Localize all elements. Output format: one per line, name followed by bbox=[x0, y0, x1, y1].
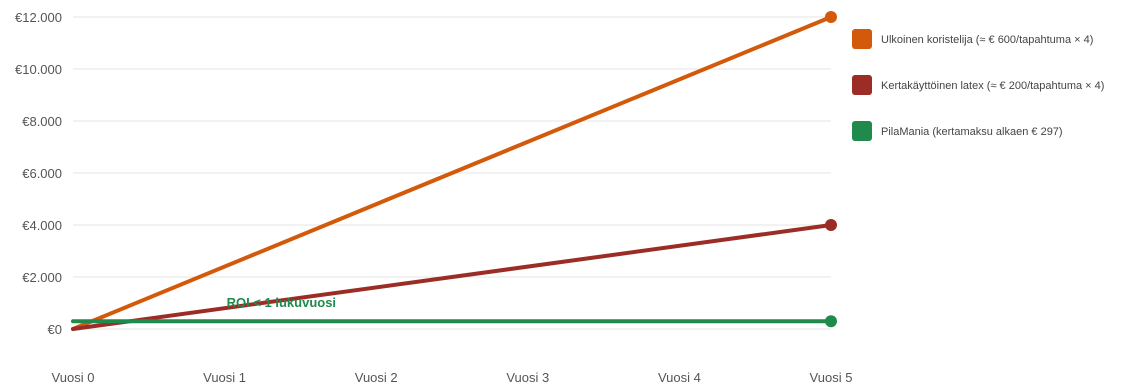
x-axis: Vuosi 0 Vuosi 1 Vuosi 2 Vuosi 3 Vuosi 4 Vuosi… bbox=[52, 370, 853, 385]
y-tick-label: €6.000 bbox=[22, 166, 62, 181]
series-point-0 bbox=[825, 11, 837, 23]
series-point-2 bbox=[825, 315, 837, 328]
annotation-layer: ROI < 1 lukuvuosi bbox=[227, 295, 336, 310]
annotation-roi-1-lukuvuosi: ROI < 1 lukuvuosi bbox=[227, 295, 336, 310]
legend-swatch-2 bbox=[852, 121, 872, 141]
legend-label-2: PilaMania (kertamaksu alkaen € 297) bbox=[881, 126, 1063, 138]
legend-label-1: Kertakäyttöinen latex (≈ € 200/tapahtuma… bbox=[881, 80, 1104, 92]
series-line-0 bbox=[71, 15, 833, 331]
legend-swatch-1 bbox=[852, 75, 872, 95]
x-tick-label: Vuosi 0 bbox=[52, 370, 95, 383]
y-tick-label: €0 bbox=[48, 322, 62, 337]
x-tick-label: Vuosi 4 bbox=[658, 370, 701, 383]
legend: Ulkoinen koristelija (≈ € 600/tapahtuma … bbox=[852, 29, 1104, 141]
x-tick-label: Vuosi 5 bbox=[810, 370, 853, 383]
series-point-1 bbox=[825, 219, 837, 231]
y-tick-label: €8.000 bbox=[22, 114, 62, 129]
legend-swatch-0 bbox=[852, 29, 872, 49]
series-line-1 bbox=[71, 223, 833, 331]
y-axis: €0 €2.000 €4.000 €6.000 €8.000 €10.000 €12.000 bbox=[15, 10, 62, 337]
x-tick-label: Vuosi 2 bbox=[355, 370, 398, 383]
x-tick-label: Vuosi 1 bbox=[203, 370, 246, 383]
y-tick-label: €12.000 bbox=[15, 10, 62, 25]
legend-label-0: Ulkoinen koristelija (≈ € 600/tapahtuma … bbox=[881, 34, 1093, 46]
x-tick-label: Vuosi 3 bbox=[506, 370, 549, 383]
y-tick-label: €4.000 bbox=[22, 218, 62, 233]
series-layer bbox=[71, 11, 837, 331]
y-tick-label: €2.000 bbox=[22, 270, 62, 285]
y-tick-label: €10.000 bbox=[15, 62, 62, 77]
